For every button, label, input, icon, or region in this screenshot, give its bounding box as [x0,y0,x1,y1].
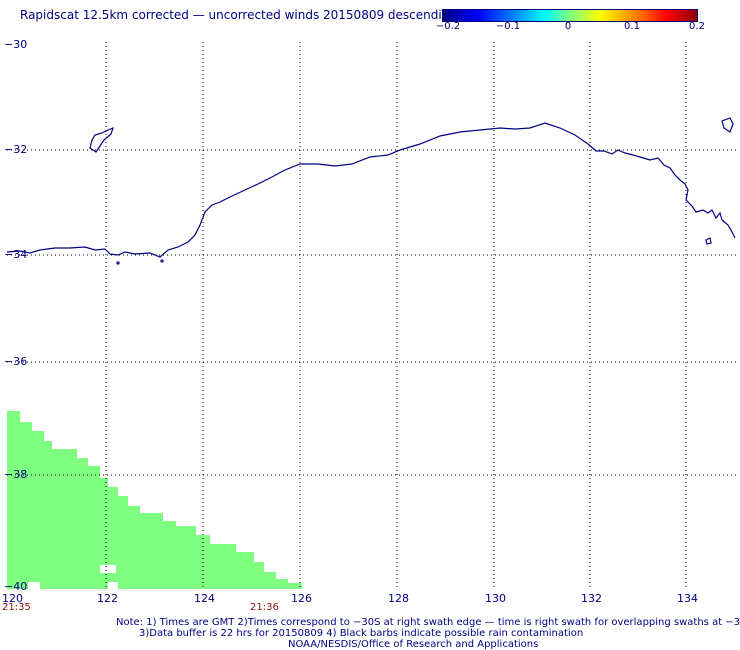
footnote-line-1: Note: 1) Times are GMT 2)Times correspon… [116,617,740,628]
southern-coastline [6,122,736,258]
lat-label: −30 [4,38,28,51]
lon-label: 122 [97,592,118,605]
colorbar-tick: 0 [564,21,572,32]
lat-label: −32 [4,143,28,156]
lat-label: −36 [4,355,28,368]
lon-label: 130 [485,592,506,605]
coastline [6,117,736,265]
lat-label: −40 [4,580,28,593]
map-title: Rapidscat 12.5km corrected — uncorrected… [20,8,457,22]
lon-label: 124 [194,592,215,605]
lat-label: −38 [4,468,28,481]
swath-gap [100,565,116,573]
islet-dot [160,259,164,263]
time-label: 21:36 [250,602,279,613]
colorbar [442,9,698,22]
colorbar-tick: −0.1 [495,21,521,32]
graticule [7,42,736,589]
island-west [89,126,114,153]
islet-dot [116,261,120,265]
islet-east [721,117,734,133]
lat-label: −34 [4,248,28,261]
lon-label: 132 [581,592,602,605]
colorbar-tick: 0.1 [624,21,640,32]
lon-label: 126 [291,592,312,605]
footnote-credit: NOAA/NESDIS/Office of Research and Appli… [288,639,539,650]
lon-label: 128 [388,592,409,605]
wind-swath [7,411,302,589]
footnote-line-2: 3)Data buffer is 22 hrs for 20150809 4) … [139,628,584,639]
islet-southeast [705,237,712,245]
colorbar-tick: 0.2 [689,21,705,32]
time-label: 21:35 [2,602,31,613]
lon-label: 120 [2,592,23,605]
lon-label: 134 [677,592,698,605]
colorbar-tick: −0.2 [435,21,461,32]
